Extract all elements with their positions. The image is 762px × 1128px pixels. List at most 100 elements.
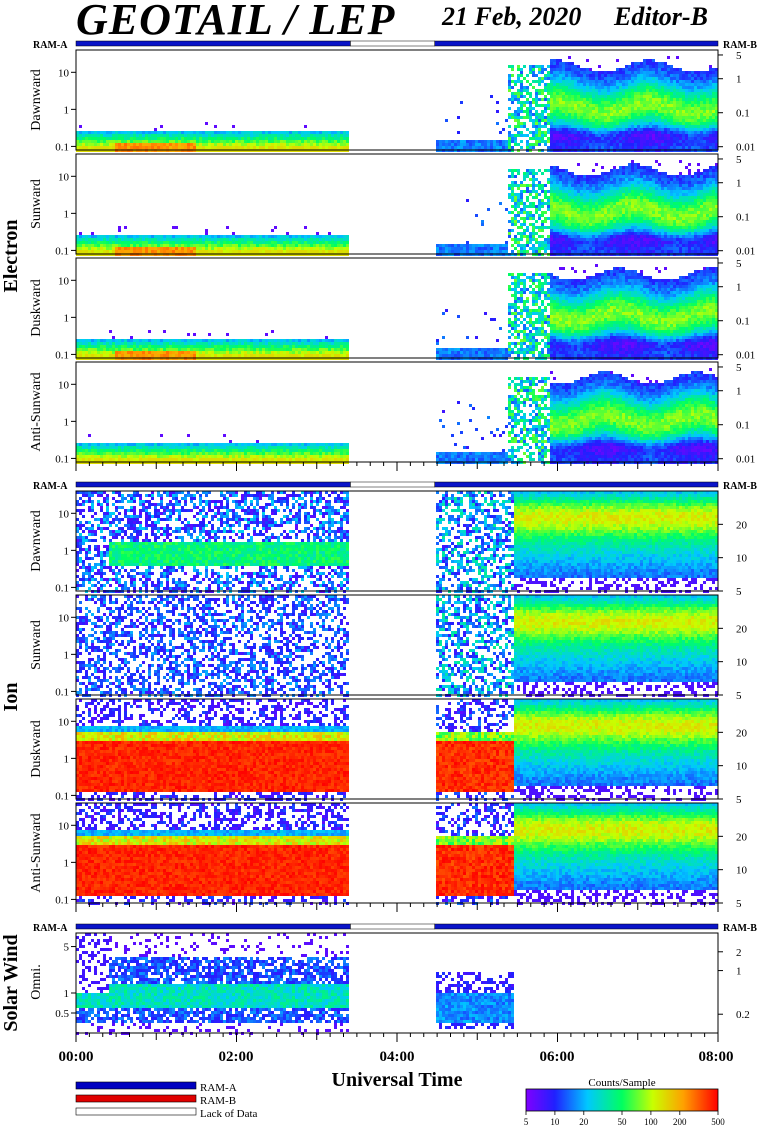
spectrogram-cell [688,122,691,125]
spectrogram-cell [571,232,574,235]
spectrogram-cell [706,137,709,140]
spectrogram-cell [676,107,679,110]
spectrogram-cell [580,208,583,211]
spectrogram-cell [637,178,640,181]
spectrogram-cell [586,101,589,104]
spectrogram-cell [556,65,559,68]
spectrogram-cell [712,104,715,107]
spectrogram-cell [565,223,568,226]
spectrogram-cell [478,143,481,146]
spectrogram-cell [631,235,634,238]
spectrogram-cell [94,131,97,134]
spectrogram-cell [682,104,685,107]
spectrogram-cell [211,134,214,137]
spectrogram-cell [232,232,235,235]
spectrogram-cell [271,146,274,149]
spectrogram-cell [103,247,106,250]
spectrogram-cell [511,190,514,193]
spectrogram-cell [337,146,340,149]
spectrogram-cell [634,232,637,235]
spectrogram-cell [514,128,517,131]
spectrogram-cell [229,143,232,146]
spectrogram-cell [661,199,664,202]
spectrogram-cell [640,80,643,83]
spectrogram-cell [610,77,613,80]
spectrogram-cell [568,178,571,181]
spectrogram-cell [106,250,109,253]
spectrogram-cell [121,131,124,134]
spectrogram-cell [631,232,634,235]
spectrogram-cell [682,238,685,241]
spectrogram-cell [622,116,625,119]
spectrogram-cell [439,140,442,143]
spectrogram-cell [634,208,637,211]
spectrogram-cell [655,125,658,128]
spectrogram-cell [472,250,475,253]
spectrogram-cell [337,143,340,146]
spectrogram-cell [553,181,556,184]
spectrogram-cell [604,122,607,125]
spectrogram-cell [94,238,97,241]
spectrogram-cell [232,131,235,134]
spectrogram-cell [112,134,115,137]
spectrogram-cell [670,214,673,217]
spectrogram-cell [607,226,610,229]
spectrogram-cell [700,122,703,125]
spectrogram-cell [280,250,283,253]
spectrogram-cell [679,86,682,89]
spectrogram-cell [598,211,601,214]
spectrogram-cell [442,244,445,247]
spectrogram-cell [625,217,628,220]
spectrogram-cell [652,226,655,229]
spectrogram-cell [208,250,211,253]
spectrogram-cell [643,190,646,193]
spectrogram-cell [688,193,691,196]
spectrogram-cell [670,223,673,226]
spectrogram-cell [187,140,190,143]
spectrogram-cell [493,250,496,253]
spectrogram-cell [94,146,97,149]
spectrogram-cell [541,226,544,229]
spectrogram-cell [577,107,580,110]
spectrogram-cell [622,137,625,140]
spectrogram-cell [511,140,514,143]
spectrogram-cell [592,71,595,74]
spectrogram-cell [598,74,601,77]
spectrogram-cell [202,238,205,241]
spectrogram-cell [712,125,715,128]
spectrogram-cell [619,247,622,250]
spectrogram-cell [331,247,334,250]
spectrogram-cell [568,229,571,232]
spectrogram-cell [685,101,688,104]
spectrogram-cell [508,80,511,83]
spectrogram-cell [634,65,637,68]
spectrogram-cell [85,137,88,140]
spectrogram-cell [709,95,712,98]
spectrogram-cell [193,143,196,146]
spectrogram-cell [649,77,652,80]
spectrogram-cell [577,68,580,71]
spectrogram-cell [634,86,637,89]
spectrogram-cell [688,146,691,149]
spectrogram-cell [589,229,592,232]
spectrogram-cell [571,193,574,196]
spectrogram-cell [553,229,556,232]
spectrogram-cell [571,143,574,146]
spectrogram-cell [652,134,655,137]
spectrogram-cell [457,140,460,143]
spectrogram-cell [655,199,658,202]
spectrogram-cell [655,208,658,211]
spectrogram-cell [679,244,682,247]
spectrogram-cell [604,131,607,134]
spectrogram-cell [550,202,553,205]
spectrogram-cell [655,196,658,199]
spectrogram-cell [673,95,676,98]
spectrogram-cell [166,235,169,238]
spectrogram-cell [205,241,208,244]
spectrogram-cell [580,131,583,134]
spectrogram-cell [604,241,607,244]
spectrogram-cell [643,172,646,175]
spectrogram-cell [703,125,706,128]
spectrogram-cell [661,95,664,98]
spectrogram-cell [133,244,136,247]
